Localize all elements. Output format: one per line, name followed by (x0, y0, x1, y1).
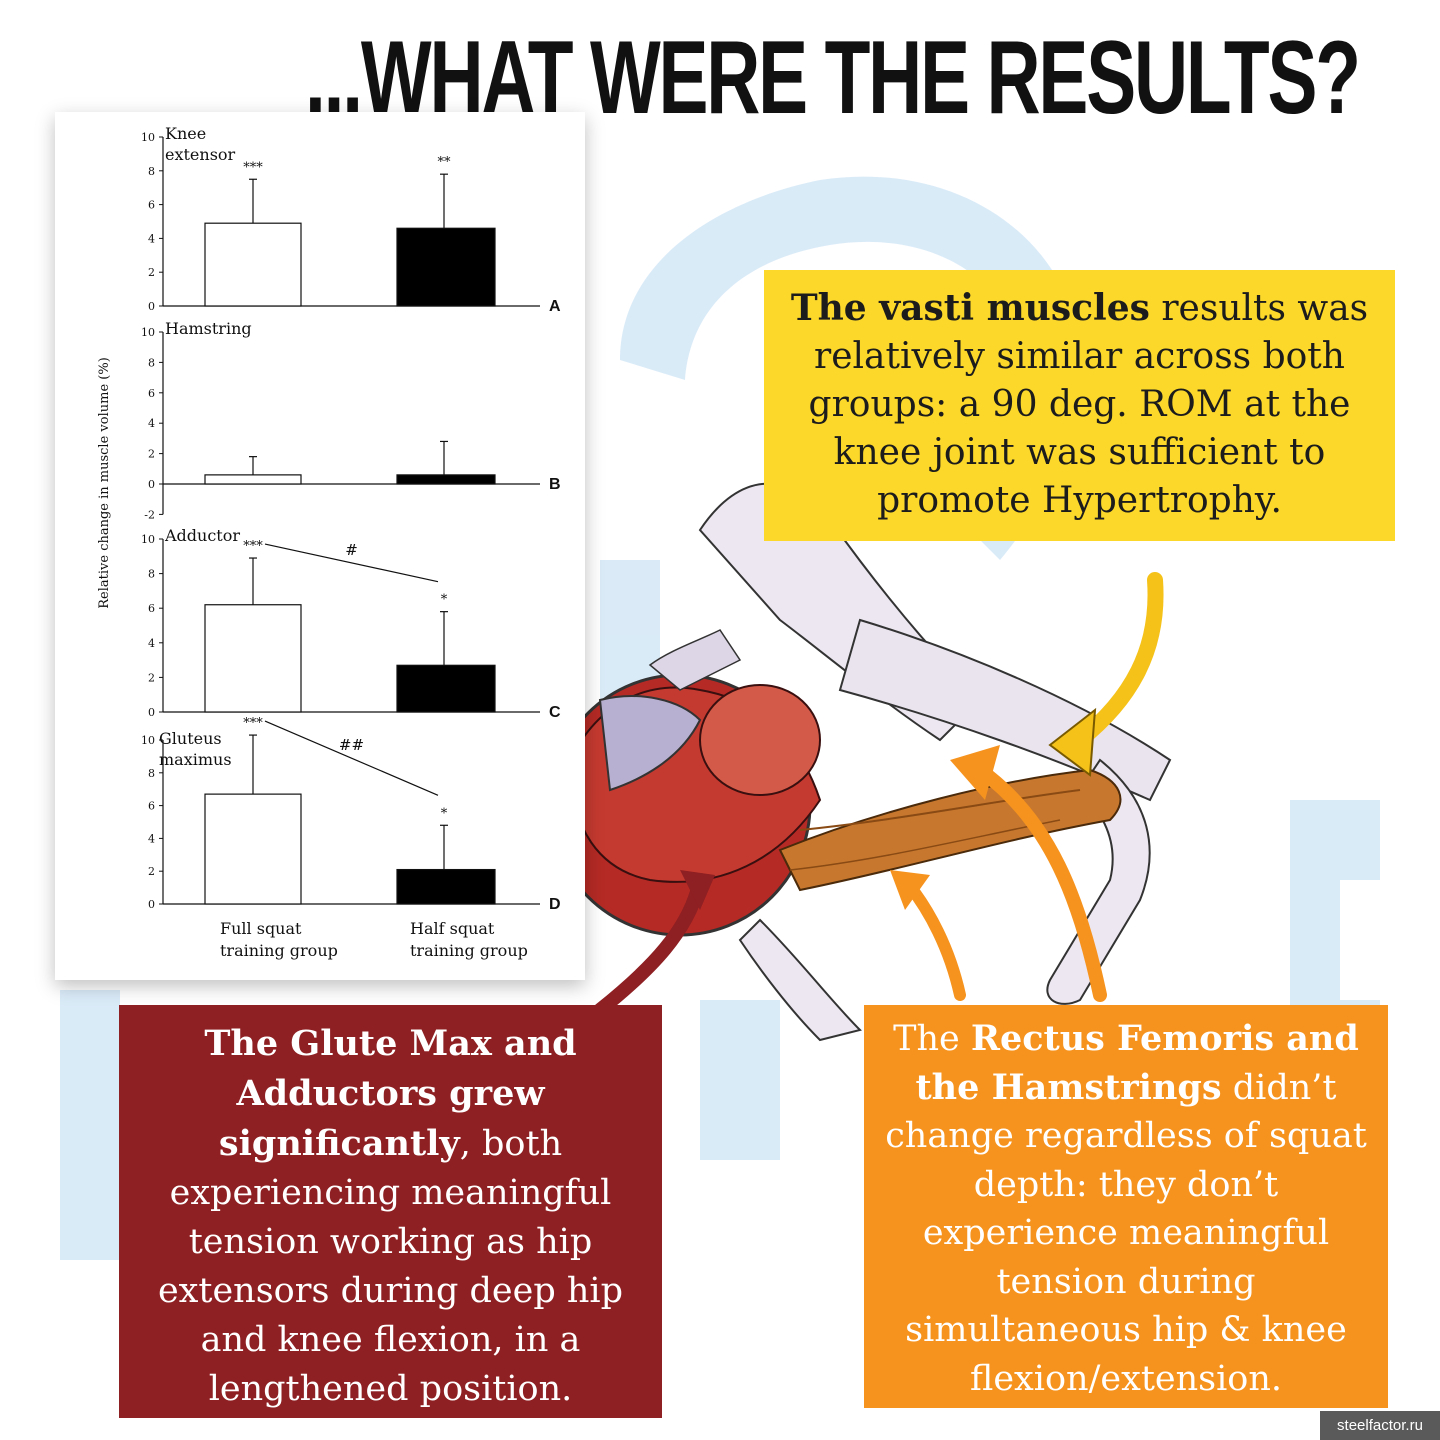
x-category-label: training group (410, 941, 528, 960)
panel-name-label: maximus (159, 750, 232, 769)
y-tick-label: 6 (148, 800, 155, 813)
y-tick-label: 10 (141, 326, 155, 339)
significance-stars: * (441, 593, 448, 608)
bar-full-squat (204, 474, 302, 485)
bar-full-squat (204, 604, 302, 713)
y-tick-label: 6 (148, 199, 155, 212)
y-tick-label: 8 (148, 568, 155, 581)
bar-half-squat (396, 664, 496, 713)
glute-callout-bold: The Glute Max and Adductors grew signifi… (204, 1023, 577, 1164)
bar-full-squat (204, 793, 302, 905)
y-tick-label: 10 (141, 734, 155, 747)
panel-name-label: Gluteus (159, 729, 222, 748)
comparison-line (264, 720, 439, 796)
panel-letter: C (549, 704, 561, 721)
rectus-callout-prefix: The (893, 1019, 971, 1059)
panel-letter: D (549, 896, 561, 913)
bar-half-squat (396, 227, 496, 307)
y-tick-label: 4 (148, 832, 155, 845)
comparison-marker: ## (339, 736, 364, 754)
significance-stars: *** (243, 539, 263, 554)
y-tick-label: -2 (144, 508, 155, 521)
y-tick-label: 0 (148, 300, 155, 313)
rectus-callout: The Rectus Femoris and the Hamstrings di… (864, 1005, 1388, 1408)
panel-name-label: Knee (165, 124, 206, 143)
vasti-callout-text: results was relatively similar across bo… (808, 288, 1369, 521)
comparison-line (264, 543, 439, 583)
site-watermark[interactable]: steelfactor.ru (1320, 1411, 1440, 1440)
y-tick-label: 10 (141, 533, 155, 546)
significance-stars: ** (438, 155, 452, 170)
y-axis-label: Relative change in muscle volume (%) (97, 357, 112, 609)
y-tick-label: 4 (148, 637, 155, 650)
panel-name-label: Adductor (164, 526, 240, 545)
significance-stars: * (441, 806, 448, 821)
y-tick-label: 2 (148, 671, 155, 684)
panel-letter: A (549, 298, 561, 315)
y-tick-label: 10 (141, 131, 155, 144)
y-tick-label: 8 (148, 767, 155, 780)
y-tick-label: 0 (148, 706, 155, 719)
chart-panel: 0 2 4 6 8 10 Knee extensor A *** ** -2 0 2 4 6 8 10 Hamstr… (55, 112, 585, 980)
y-tick-label: 6 (148, 602, 155, 615)
y-tick-label: 4 (148, 232, 155, 245)
panel-name-label: Hamstring (165, 319, 252, 338)
panel-name-label: extensor (165, 145, 236, 164)
vasti-callout-bold: The vasti muscles (790, 287, 1150, 329)
y-tick-label: 2 (148, 448, 155, 461)
panel-letter: B (549, 476, 561, 493)
x-category-label: training group (220, 941, 338, 960)
y-tick-label: 8 (148, 165, 155, 178)
significance-stars: *** (243, 716, 263, 731)
rectus-callout-text: didn’t change regardless of squat depth:… (885, 1067, 1367, 1399)
significance-stars: *** (243, 160, 263, 175)
rectus-callout-bold: Rectus Femoris and the Hamstrings (915, 1018, 1359, 1108)
y-tick-label: 2 (148, 266, 155, 279)
glute-callout-text: , both experiencing meaningful tension w… (157, 1124, 624, 1409)
glute-callout: The Glute Max and Adductors grew signifi… (119, 1005, 662, 1418)
y-tick-label: 0 (148, 898, 155, 911)
comparison-marker: # (345, 541, 358, 559)
bar-full-squat (204, 222, 302, 307)
vasti-callout: The vasti muscles results was relatively… (764, 270, 1395, 541)
y-tick-label: 6 (148, 387, 155, 400)
x-category-label: Half squat (410, 919, 495, 938)
bar-half-squat (396, 474, 496, 485)
bar-half-squat (396, 868, 496, 905)
y-tick-label: 0 (148, 478, 155, 491)
y-tick-label: 8 (148, 356, 155, 369)
x-category-label: Full squat (220, 919, 302, 938)
y-tick-label: 4 (148, 417, 155, 430)
y-tick-label: 2 (148, 865, 155, 878)
callout-arrows (593, 572, 1164, 1017)
